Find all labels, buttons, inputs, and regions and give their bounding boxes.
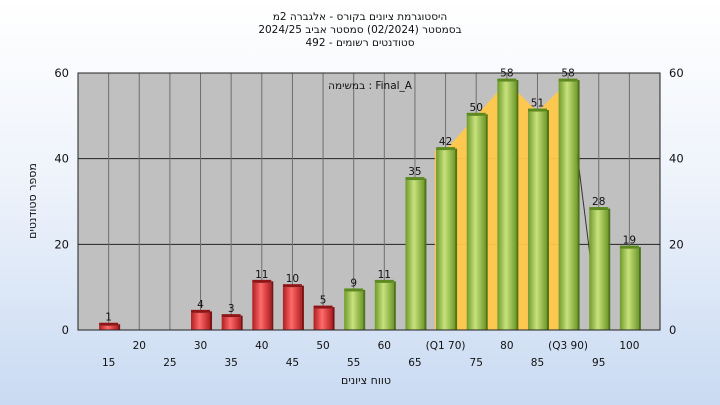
data-label-70: 42 xyxy=(439,136,452,148)
data-label-50: 5 xyxy=(320,295,327,307)
bar-cap-30 xyxy=(191,309,211,313)
y-tick-label-right: 60 xyxy=(669,66,684,80)
chart-title-line-2: בסמסטר (02/2024) סמסטר אביב 2024/25 xyxy=(258,24,462,36)
bar-side-85 xyxy=(546,110,549,330)
x-axis-label: טווח ציונים xyxy=(341,374,391,387)
x-tick-label: 60 xyxy=(378,340,391,352)
data-label-60: 11 xyxy=(378,269,391,281)
bar-cap-100 xyxy=(619,245,639,249)
bar-cap-15 xyxy=(99,322,119,326)
bar-side-95 xyxy=(608,208,611,330)
data-label-55: 9 xyxy=(350,277,357,289)
x-tick-label: (Q3 90) xyxy=(548,340,588,352)
bar-100 xyxy=(619,248,639,330)
x-tick-label: 100 xyxy=(619,340,639,352)
bar-cap-80 xyxy=(497,78,517,82)
bar-75 xyxy=(466,115,486,330)
y-tick-label-left: 20 xyxy=(54,237,69,251)
x-tick-label: 95 xyxy=(592,357,605,369)
x-tick-label: 25 xyxy=(163,357,176,369)
x-tick-label: 50 xyxy=(316,340,329,352)
x-tick-label: 20 xyxy=(133,340,146,352)
data-label-80: 58 xyxy=(500,68,513,80)
bar-65 xyxy=(405,180,425,330)
x-tick-label: 45 xyxy=(286,357,299,369)
data-label-85: 51 xyxy=(531,98,544,110)
bar-55 xyxy=(344,291,364,330)
bar-80 xyxy=(497,81,517,330)
bar-side-65 xyxy=(424,178,427,330)
x-tick-label: 35 xyxy=(224,357,237,369)
x-tick-label: 55 xyxy=(347,357,360,369)
bar-cap-40 xyxy=(252,279,272,283)
y-tick-label-left: 60 xyxy=(54,66,69,80)
y-axis-label: מספר סטודנטים xyxy=(26,163,39,239)
data-label-40: 11 xyxy=(255,269,268,281)
bar-cap-70 xyxy=(436,147,456,151)
data-label-30: 4 xyxy=(197,299,204,311)
data-label-75: 50 xyxy=(470,102,483,114)
chart-annotation: במשימה : Final_A xyxy=(328,80,413,92)
data-label-90: 58 xyxy=(561,68,574,80)
bar-30 xyxy=(191,312,211,330)
data-label-100: 19 xyxy=(623,235,636,247)
bar-cap-75 xyxy=(466,112,486,116)
bar-cap-35 xyxy=(221,314,241,318)
bar-cap-90 xyxy=(558,78,578,82)
x-tick-label: 40 xyxy=(255,340,268,352)
x-tick-label: 85 xyxy=(531,357,544,369)
bar-side-35 xyxy=(240,315,243,330)
bar-40 xyxy=(252,282,272,330)
bar-cap-95 xyxy=(589,207,609,211)
x-tick-label: 30 xyxy=(194,340,207,352)
bar-side-70 xyxy=(455,148,458,330)
bar-cap-60 xyxy=(374,279,394,283)
y-tick-label-left: 0 xyxy=(62,323,69,337)
data-label-95: 28 xyxy=(592,196,605,208)
bar-45 xyxy=(282,287,302,330)
bar-side-75 xyxy=(485,114,488,330)
y-tick-label-right: 40 xyxy=(669,152,684,166)
bar-50 xyxy=(313,308,333,330)
data-label-35: 3 xyxy=(228,303,235,315)
x-tick-label: 75 xyxy=(470,357,483,369)
bar-side-30 xyxy=(210,311,213,330)
data-label-65: 35 xyxy=(408,166,421,178)
x-tick-label: 80 xyxy=(500,340,513,352)
bar-95 xyxy=(589,210,609,330)
bar-60 xyxy=(374,282,394,330)
bar-side-15 xyxy=(118,324,121,330)
bar-35 xyxy=(221,317,241,330)
y-tick-label-right: 0 xyxy=(669,323,676,337)
x-tick-label: 15 xyxy=(102,357,115,369)
bar-side-50 xyxy=(332,307,335,330)
bar-cap-50 xyxy=(313,305,333,309)
bar-side-60 xyxy=(393,281,396,330)
bar-15 xyxy=(99,325,119,330)
bar-side-90 xyxy=(577,80,580,330)
bar-90 xyxy=(558,81,578,330)
y-tick-label-right: 20 xyxy=(669,237,684,251)
bar-cap-55 xyxy=(344,288,364,292)
y-tick-label-left: 40 xyxy=(54,152,69,166)
bar-side-80 xyxy=(516,80,519,330)
bar-cap-65 xyxy=(405,177,425,181)
x-tick-label: 65 xyxy=(408,357,421,369)
chart-title-line-3: סטודנטים רשומים - 492 xyxy=(305,37,415,49)
bar-cap-85 xyxy=(527,108,547,112)
bar-side-55 xyxy=(363,289,366,330)
bar-85 xyxy=(527,111,547,330)
bar-70 xyxy=(436,150,456,330)
chart-title-line-1: היסטוגרמת ציונים בקורס - אלגברה 2מ xyxy=(272,11,448,23)
bar-cap-45 xyxy=(282,284,302,288)
bar-side-45 xyxy=(301,285,304,330)
bar-side-40 xyxy=(271,281,274,330)
bar-side-100 xyxy=(638,247,641,330)
data-label-45: 10 xyxy=(286,273,299,285)
data-label-15: 1 xyxy=(105,312,112,324)
x-tick-label: (Q1 70) xyxy=(426,340,466,352)
plot-frame xyxy=(77,72,661,331)
